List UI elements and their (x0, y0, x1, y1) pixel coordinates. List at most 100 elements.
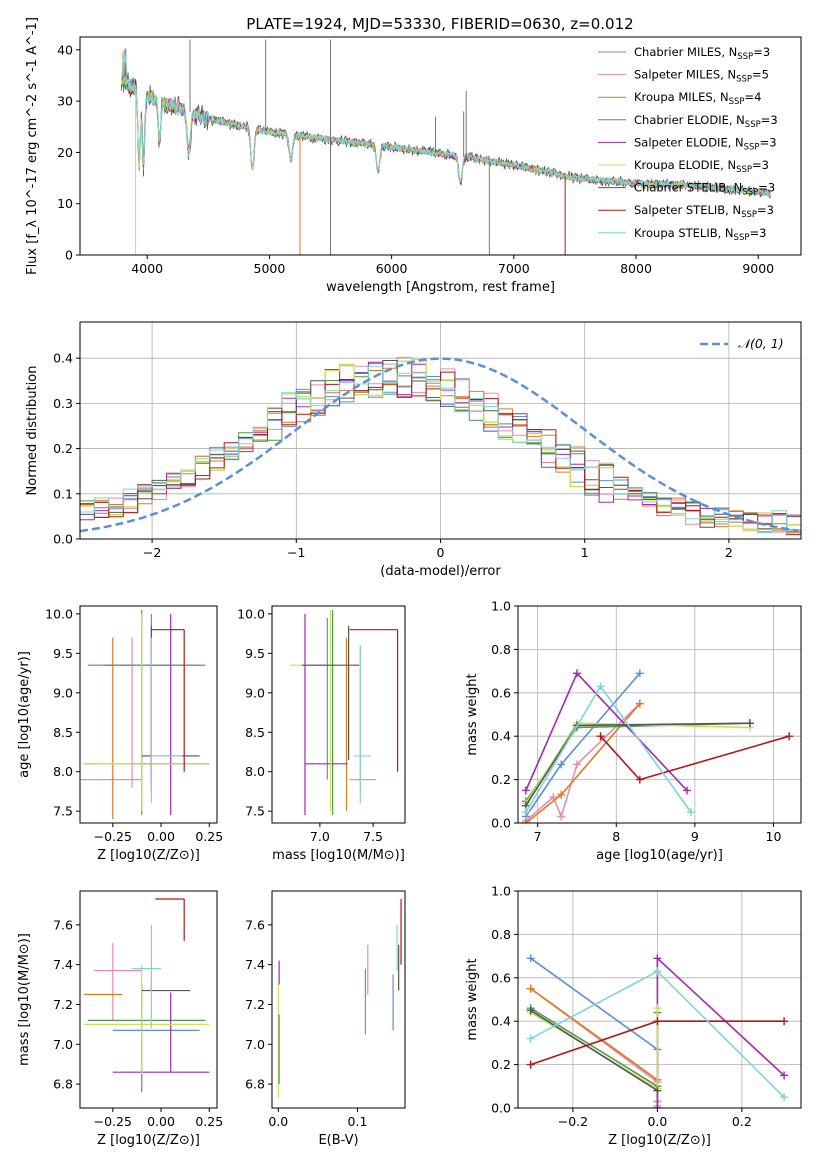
legend-label: Kroupa ELODIE, NSSP=3 (634, 158, 769, 175)
legend-sub: SSP (741, 210, 757, 220)
x-axis-label: wavelength [Angstrom, rest frame] (326, 280, 555, 295)
x-tick-label: 0.25 (195, 1114, 223, 1129)
panel-weight-vs-z: −0.2 0.0 0.2 0.0 0.2 0.4 0.6 0.8 1.0 Z [log10(Z/Z… (465, 884, 802, 1148)
legend-label: Kroupa MILES, NSSP=4 (634, 90, 761, 107)
x-tick-label: 0.1 (348, 1114, 368, 1129)
x-axis-label: age [log10(age/yr)] (596, 848, 723, 863)
y-tick-label: 0.4 (491, 729, 511, 744)
y-tick-label: 0.8 (491, 642, 511, 657)
legend-nssp: 3 (763, 45, 770, 59)
y-tick-label: 6.8 (245, 1077, 265, 1092)
y-tick-label: 7.2 (53, 997, 73, 1012)
weight-line (525, 672, 641, 817)
legend-sub: SSP (744, 142, 760, 152)
plot-area (80, 609, 210, 820)
x-tick-label: 7.5 (363, 829, 383, 844)
legend-model: Kroupa STELIB (634, 226, 718, 240)
x-tick-label: −0.25 (94, 829, 132, 844)
legend-model: Chabrier STELIB (634, 181, 726, 195)
legend-model: Salpeter MILES (634, 68, 720, 82)
legend-eq: = (760, 135, 770, 149)
legend-sub: SSP (736, 75, 752, 85)
legend-eq: = (753, 45, 763, 59)
y-axis-label: Normed distribution (25, 366, 40, 496)
legend-sub: SSP (745, 120, 761, 130)
axes-frame (79, 605, 218, 824)
plot-area (290, 609, 399, 816)
legend-model: Chabrier MILES (634, 45, 721, 59)
weight-marker (557, 760, 566, 769)
weight-marker (653, 967, 662, 976)
x-tick-label: 0 (437, 545, 445, 560)
x-tick-label: 2 (725, 545, 733, 560)
legend-label: Kroupa STELIB, NSSP=3 (634, 226, 766, 243)
legend-sub: SSP (729, 97, 745, 107)
weight-marker (653, 1086, 662, 1095)
spectrum-line (121, 50, 771, 198)
y-tick-label: 1.0 (491, 884, 511, 899)
panel-spectrum: 4000 5000 6000 7000 8000 9000 0 10 20 30 40 wavelen… (25, 17, 802, 295)
weight-marker (653, 1017, 662, 1026)
histogram-step (80, 358, 801, 532)
y-tick-label: 7.0 (245, 1037, 265, 1052)
legend-sep: , N (713, 90, 729, 104)
y-tick-label: 9.0 (53, 685, 73, 700)
panel-age-vs-z: −0.25 0.00 0.25 7.5 8.0 8.5 9.0 9.5 10.0 Z [log10… (17, 605, 223, 863)
y-tick-label: 0.3 (53, 396, 73, 411)
legend-sep: , N (729, 113, 745, 127)
y-tick-label: 9.5 (245, 646, 265, 661)
weight-marker (635, 699, 644, 708)
y-tick-label: 10 (57, 196, 73, 211)
histogram-step (80, 371, 801, 536)
y-tick-label: 9.0 (245, 685, 265, 700)
legend-model: Salpeter STELIB (634, 203, 725, 217)
weight-marker (596, 682, 605, 691)
y-tick-label: 7.5 (245, 804, 265, 819)
y-tick-label: 7.4 (245, 957, 265, 972)
y-tick-label: 7.6 (245, 917, 265, 932)
weight-line (530, 1007, 659, 1088)
weight-marker (526, 1006, 535, 1015)
legend-sep: , N (721, 45, 737, 59)
y-tick-label: 0.4 (491, 1014, 511, 1029)
legend-nssp: 3 (769, 135, 776, 149)
legend-eq: = (757, 203, 767, 217)
y-tick-label: 0.1 (53, 486, 73, 501)
y-tick-label: 0.2 (491, 1057, 511, 1072)
x-tick-label: 7000 (498, 261, 530, 276)
weight-marker (686, 808, 695, 817)
x-tick-label: 0.0 (647, 1114, 667, 1129)
y-tick-label: 8.5 (245, 725, 265, 740)
x-tick-label: 7.0 (310, 829, 330, 844)
axes-frame (79, 36, 802, 256)
y-tick-label: 0.2 (491, 772, 511, 787)
weight-marker (635, 669, 644, 678)
legend-eq: = (758, 181, 768, 195)
weight-marker (653, 954, 662, 963)
x-tick-label: 8 (612, 829, 620, 844)
weight-marker (653, 1104, 662, 1108)
weight-marker (745, 719, 754, 728)
legend-eq: = (744, 90, 754, 104)
axes-frame (517, 605, 802, 824)
y-tick-label: 1.0 (491, 599, 511, 614)
plot-area (521, 669, 794, 823)
panel-mass-vs-z: −0.25 0.00 0.25 6.8 7.0 7.2 7.4 7.6 Z [log10(Z/Z… (17, 890, 223, 1148)
y-tick-label: 0.4 (53, 351, 73, 366)
y-tick-label: 0.0 (491, 816, 511, 831)
x-tick-label: 0.25 (195, 829, 223, 844)
legend-sep: , N (720, 68, 736, 82)
x-axis-label: (data-model)/error (380, 564, 501, 579)
legend-label: Chabrier STELIB, NSSP=3 (634, 181, 775, 198)
x-tick-label: 9000 (742, 261, 774, 276)
weight-marker (780, 1071, 789, 1080)
axes-frame (79, 890, 218, 1109)
legend-sep: , N (718, 226, 734, 240)
legend-sep: , N (720, 158, 736, 172)
legend-sep: , N (726, 181, 742, 195)
legend-label: Chabrier MILES, NSSP=3 (634, 45, 770, 62)
weight-marker (785, 732, 794, 741)
weight-marker (596, 732, 605, 741)
plot-area (83, 898, 210, 1093)
